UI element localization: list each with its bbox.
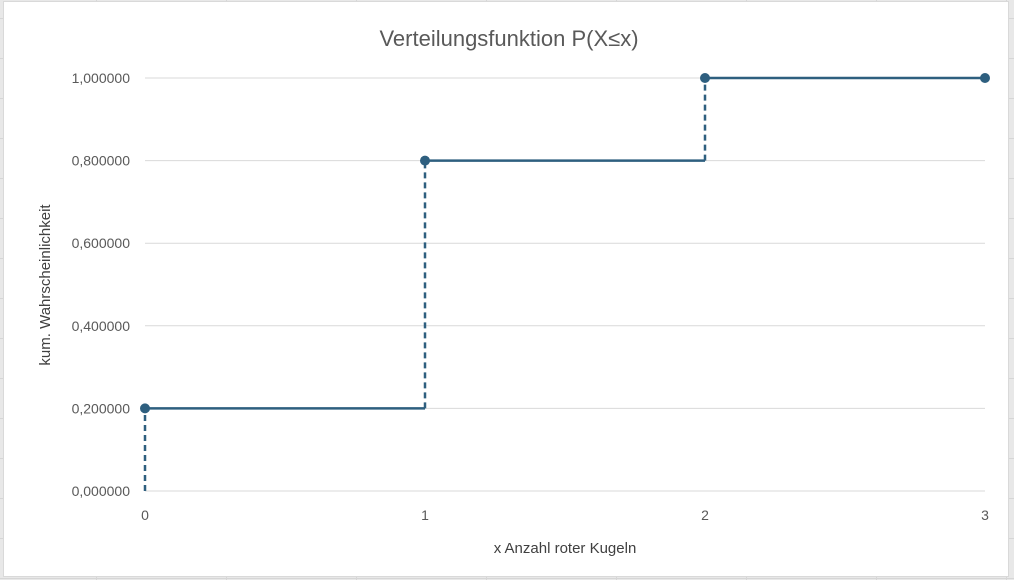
step-chart: Verteilungsfunktion P(X≤x) 0,000000 0,200…: [37, 26, 990, 557]
gridlines: [145, 77, 985, 492]
x-axis-ticks: 0 1 2 3: [141, 507, 989, 523]
data-point[interactable]: [700, 73, 710, 83]
y-tick-label: 0,000000: [72, 483, 131, 499]
chart-area[interactable]: Verteilungsfunktion P(X≤x) 0,000000 0,200…: [3, 1, 1009, 577]
chart-title: Verteilungsfunktion P(X≤x): [379, 26, 638, 51]
x-axis-title: x Anzahl roter Kugeln: [494, 540, 637, 557]
data-point[interactable]: [980, 73, 990, 83]
x-tick-label: 0: [141, 507, 149, 523]
data-point[interactable]: [420, 155, 430, 166]
x-tick-label: 2: [701, 507, 709, 523]
y-tick-label: 0,800000: [72, 153, 131, 169]
data-points: [140, 73, 990, 414]
y-axis-ticks: 0,000000 0,200000 0,400000 0,600000 0,800000…: [72, 70, 131, 499]
y-tick-label: 0,200000: [72, 400, 131, 416]
x-tick-label: 1: [421, 507, 429, 523]
y-tick-label: 0,400000: [72, 318, 131, 334]
y-tick-label: 1,000000: [72, 70, 131, 86]
y-axis-title: kum. Wahrscheinlichkeit: [37, 204, 54, 366]
step-lines: [143, 76, 985, 491]
y-tick-label: 0,600000: [72, 235, 131, 251]
x-tick-label: 3: [981, 507, 989, 523]
data-point[interactable]: [140, 403, 150, 414]
